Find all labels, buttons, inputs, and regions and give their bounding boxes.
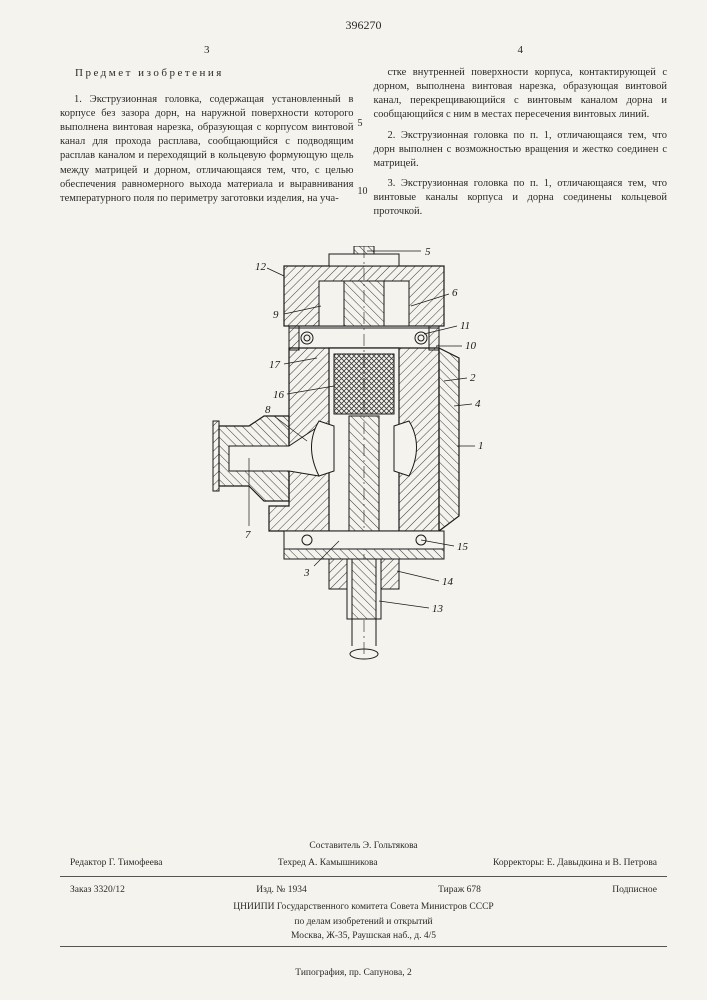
footer-typography: Типография, пр. Сапунова, 2: [0, 968, 707, 978]
svg-text:3: 3: [303, 567, 310, 579]
svg-text:10: 10: [465, 340, 477, 352]
svg-text:4: 4: [475, 398, 481, 410]
svg-text:15: 15: [457, 541, 469, 553]
line-marker-5: 5: [358, 117, 363, 131]
line-marker-10: 10: [358, 185, 368, 199]
claim-2: 2. Экструзионная головка по п. 1, отлича…: [374, 129, 668, 172]
claim-3: 3. Экструзионная головка по п. 1, отлича…: [374, 177, 668, 220]
right-col-number: 4: [374, 43, 668, 58]
engineering-diagram: 12 9 17 16 8 7 5 6 11 10 2 4 1 15 14 13 …: [189, 246, 539, 676]
doc-number: 396270: [60, 18, 667, 33]
svg-text:17: 17: [269, 359, 281, 371]
footer-org2: по делам изобретений и открытий: [60, 915, 667, 929]
svg-text:6: 6: [452, 287, 458, 299]
claim-1-right: стке внутренней поверхности корпуса, кон…: [374, 66, 668, 123]
svg-text:2: 2: [470, 372, 476, 384]
svg-text:12: 12: [255, 261, 267, 273]
svg-text:5: 5: [425, 246, 431, 258]
footer-org1: ЦНИИПИ Государственного комитета Совета …: [60, 900, 667, 914]
svg-text:13: 13: [432, 603, 444, 615]
footer-correctors: Корректоры: Е. Давыдкина и В. Петрова: [493, 856, 657, 870]
svg-text:8: 8: [265, 404, 271, 416]
svg-text:14: 14: [442, 576, 454, 588]
svg-text:11: 11: [460, 320, 470, 332]
subject-heading: Предмет изобретения: [75, 66, 354, 81]
left-column: 3 Предмет изобретения 1. Экструзионная г…: [60, 43, 354, 226]
svg-text:9: 9: [273, 309, 279, 321]
footer-compiler: Составитель Э. Гольтякова: [60, 839, 667, 853]
footer-podpisnoe: Подписное: [612, 883, 657, 897]
footer-tirazh: Тираж 678: [438, 883, 481, 897]
footer-order: Заказ 3320/12: [70, 883, 125, 897]
claim-1-left: 1. Экструзионная головка, содержащая уст…: [60, 93, 354, 206]
svg-text:16: 16: [273, 389, 285, 401]
left-col-number: 3: [60, 43, 354, 58]
svg-text:1: 1: [478, 440, 484, 452]
footer-editor: Редактор Г. Тимофеева: [70, 856, 162, 870]
footer-izd: Изд. № 1934: [256, 883, 306, 897]
footer-block: Составитель Э. Гольтякова Редактор Г. Ти…: [60, 839, 667, 951]
footer-address: Москва, Ж-35, Раушская наб., д. 4/5: [60, 929, 667, 943]
svg-text:7: 7: [245, 529, 251, 541]
footer-techred: Техред А. Камышникова: [278, 856, 378, 870]
right-column: 5 10 4 стке внутренней поверхности корпу…: [374, 43, 668, 226]
text-columns: 3 Предмет изобретения 1. Экструзионная г…: [60, 43, 667, 226]
